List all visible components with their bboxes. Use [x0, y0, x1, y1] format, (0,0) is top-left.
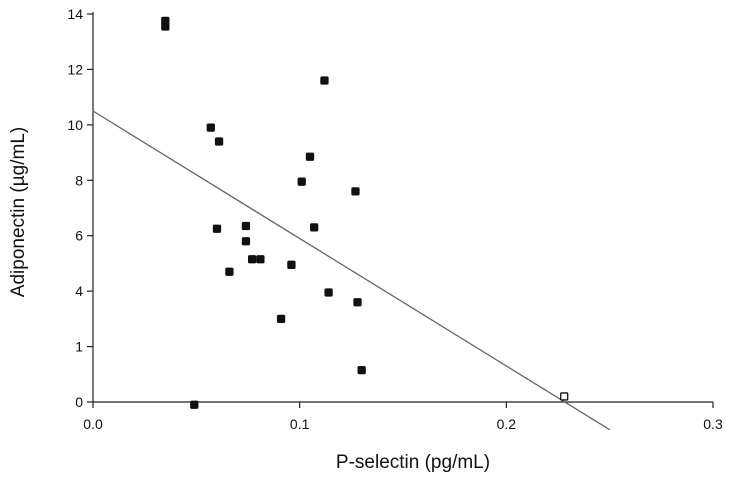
data-point: [353, 298, 362, 307]
y-tick-label: 12: [67, 61, 83, 77]
x-axis-title: P-selectin (pg/mL): [336, 452, 490, 473]
data-point: [560, 392, 569, 401]
data-point: [190, 400, 199, 409]
y-tick-label: 0: [75, 394, 83, 410]
data-point: [206, 123, 215, 132]
data-point: [324, 288, 333, 297]
data-points: [161, 16, 569, 409]
data-point: [357, 365, 366, 375]
y-tick-label: 1: [75, 339, 83, 355]
x-tick-label: 0.2: [497, 416, 517, 432]
data-point: [256, 255, 265, 264]
x-tick-label: 0.1: [290, 416, 310, 432]
data-point: [247, 255, 257, 264]
data-point: [241, 237, 251, 246]
data-point: [241, 221, 251, 231]
data-point: [276, 314, 286, 324]
x-tick-label: 0.3: [703, 416, 723, 432]
data-point: [225, 267, 234, 276]
axes: [92, 12, 713, 403]
data-point: [351, 187, 360, 196]
y-tick-label: 8: [75, 172, 83, 188]
trendline-group: [92, 110, 611, 431]
data-point: [212, 224, 222, 233]
y-tick-label: 4: [75, 283, 83, 299]
y-axis-title: Adiponectin (µg/mL): [8, 127, 29, 297]
data-point: [320, 76, 329, 85]
data-point: [161, 22, 170, 31]
data-point: [214, 137, 224, 146]
trendline: [92, 110, 611, 431]
x-tick-label: 0.0: [83, 416, 103, 432]
y-tick-label: 14: [67, 6, 83, 22]
x-axis-ticks: 0.0 0.1 0.2 0.3: [83, 402, 723, 432]
data-point: [287, 260, 296, 269]
data-point: [305, 152, 315, 161]
y-tick-label: 6: [75, 228, 83, 244]
y-tick-label: 10: [67, 117, 83, 133]
data-point: [297, 177, 306, 186]
data-point: [309, 223, 319, 232]
